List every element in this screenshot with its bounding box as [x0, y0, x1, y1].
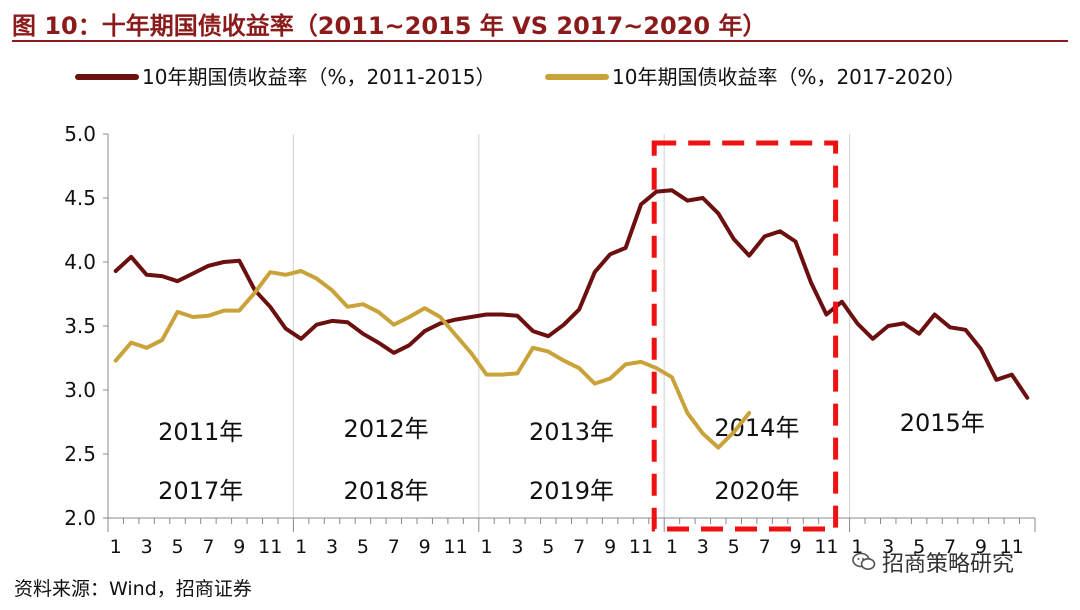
x-tick-label: 7	[759, 536, 771, 558]
x-tick-label: 3	[141, 536, 153, 558]
highlight-2020-box	[651, 140, 839, 532]
x-tick-label: 9	[789, 536, 801, 558]
y-tick-label: 2.0	[64, 506, 96, 530]
x-tick-label: 5	[542, 536, 554, 558]
x-tick-label: 5	[913, 536, 925, 558]
year-label-bottom-3: 2019年	[529, 477, 614, 505]
x-tick-label: 5	[171, 536, 183, 558]
watermark-text: 招商策略研究	[882, 552, 1015, 577]
series-lines	[113, 188, 1030, 450]
year-label-bottom-2: 2018年	[344, 477, 429, 505]
highlight-rect	[651, 140, 839, 532]
legend-label-2: 10年期国债收益率（%，2017-2020）	[612, 65, 965, 89]
year-label-top-2: 2012年	[344, 415, 429, 443]
y-tick-label: 2.5	[64, 442, 96, 466]
x-tick-label: 1	[851, 536, 863, 558]
x-tick-label: 9	[604, 536, 616, 558]
year-label-top-5: 2015年	[900, 409, 985, 437]
x-tick-label: 11	[1000, 536, 1024, 558]
x-tick-label: 1	[480, 536, 492, 558]
figure-title: 图 10：十年期国债收益率（2011~2015 年 VS 2017~2020 年…	[12, 12, 767, 40]
x-tick-label: 1	[295, 536, 307, 558]
x-tick-label: 1	[110, 536, 122, 558]
year-label-bottom-4: 2020年	[714, 477, 799, 505]
x-tick-label: 7	[202, 536, 214, 558]
x-tick-label: 11	[444, 536, 468, 558]
series-line-1	[113, 188, 1030, 400]
x-tick-label: 3	[326, 536, 338, 558]
x-axis: 1 3 5 7 9 11 1 3 5 7 9 11 1 3 5 7 9 11 1 3 5 7 9 11 1 3 5 7 9 11	[107, 517, 1036, 558]
y-tick-label: 4.0	[64, 250, 96, 274]
source-note: 资料来源：Wind，招商证券	[14, 578, 252, 600]
y-tick-label: 4.5	[64, 186, 96, 210]
year-label-top-3: 2013年	[529, 418, 614, 446]
x-tick-label: 9	[975, 536, 987, 558]
x-tick-label: 9	[233, 536, 245, 558]
year-label-top-1: 2011年	[158, 418, 243, 446]
wechat-icon	[852, 552, 876, 570]
year-grid-lines	[292, 134, 851, 518]
x-tick-label: 5	[357, 536, 369, 558]
x-tick-label: 3	[511, 536, 523, 558]
x-tick-label: 11	[814, 536, 838, 558]
y-tick-label: 3.5	[64, 314, 96, 338]
x-tick-label: 7	[944, 536, 956, 558]
x-tick-label: 3	[697, 536, 709, 558]
x-tick-label: 9	[419, 536, 431, 558]
x-tick-label: 11	[258, 536, 282, 558]
series-line-2	[113, 269, 752, 450]
year-label-bottom-1: 2017年	[158, 477, 243, 505]
x-tick-label: 7	[573, 536, 585, 558]
x-tick-label: 1	[666, 536, 678, 558]
title-underline	[12, 40, 1068, 42]
y-axis: 5.0 4.5 4.0 3.5 3.0 2.5 2.0	[64, 122, 109, 530]
x-tick-label: 3	[882, 536, 894, 558]
x-tick-label: 7	[388, 536, 400, 558]
x-tick-label: 11	[629, 536, 653, 558]
chart-legend: 10年期国债收益率（%，2011-2015） 10年期国债收益率（%，2017-2…	[75, 65, 965, 89]
x-tick-label: 5	[728, 536, 740, 558]
y-tick-label: 3.0	[64, 378, 96, 402]
watermark: 招商策略研究	[852, 546, 1014, 578]
legend-label-1: 10年期国债收益率（%，2011-2015）	[142, 65, 495, 89]
y-tick-label: 5.0	[64, 122, 96, 146]
